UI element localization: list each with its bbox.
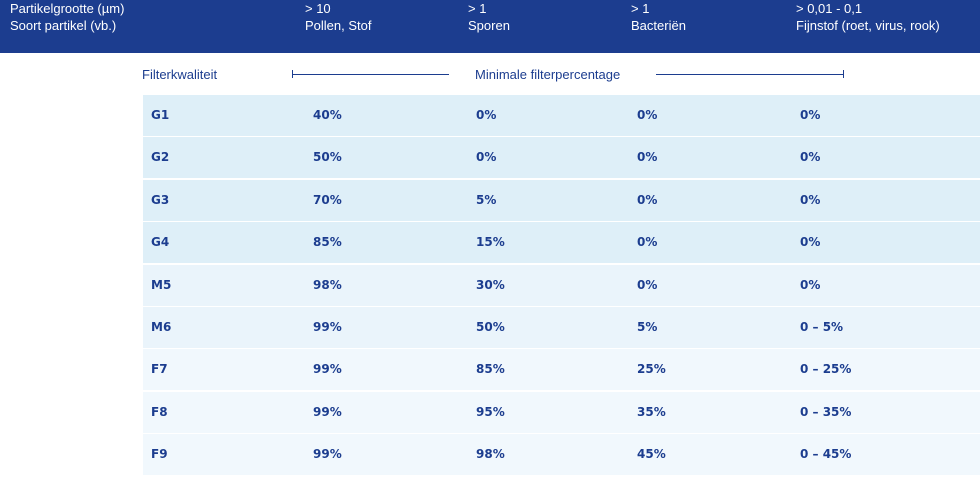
table-row: M5 98% 30% 0% 0% [143,264,980,306]
cell-value: 0% [637,192,658,207]
cell-value: 0 – 45% [800,447,852,462]
table-row: F7 99% 85% 25% 0 – 25% [143,349,980,391]
bracket-right-tick [843,70,844,78]
header-size-value: > 1 [468,1,487,16]
table-row: G2 50% 0% 0% 0% [143,137,980,179]
min-percentage-label: Minimale filterpercentage [475,67,621,82]
cell-value: 98% [476,447,505,462]
cell-value: 99% [313,319,342,334]
cell-value: 5% [476,192,497,207]
cell-value: 0% [476,108,497,122]
cell-value: 85% [313,235,342,250]
table-header: Partikelgrootte (µm) Soort partikel (vb.… [0,0,980,53]
header-type-value: Sporen [468,18,510,33]
table-row: F9 99% 98% 45% 0 – 45% [143,434,980,476]
cell-value: 25% [637,362,666,377]
filter-class: G1 [151,108,170,122]
table-row: M6 99% 50% 5% 0 – 5% [143,306,980,348]
cell-value: 0% [637,277,658,292]
cell-value: 0% [476,150,497,165]
filter-class: F8 [151,404,168,419]
cell-value: 95% [476,404,505,419]
filter-table: G1 40% 0% 0% 0% G2 50% 0% 0% 0% G3 70% 5… [143,95,980,477]
header-col-pollen: > 10 Pollen, Stof [305,0,372,34]
cell-value: 70% [313,192,342,207]
cell-value: 0% [800,192,821,207]
cell-value: 99% [313,447,342,462]
cell-value: 0% [800,150,821,165]
header-size-value: > 10 [305,1,331,16]
header-col-particle: Partikelgrootte (µm) Soort partikel (vb.… [10,0,124,34]
cell-value: 40% [313,108,342,122]
cell-value: 99% [313,362,342,377]
cell-value: 50% [313,150,342,165]
filter-class: M5 [151,277,172,292]
cell-value: 30% [476,277,505,292]
filter-class: M6 [151,319,172,334]
cell-value: 0 – 35% [800,404,852,419]
cell-value: 0% [637,235,658,250]
header-type-value: Fijnstof (roet, virus, rook) [796,18,940,33]
header-size-value: > 1 [631,1,650,16]
filter-class: G2 [151,150,170,165]
filter-class: G4 [151,235,170,250]
filter-class: F7 [151,362,168,377]
cell-value: 0 – 25% [800,362,852,377]
cell-value: 50% [476,319,505,334]
header-col-bacteria: > 1 Bacteriën [631,0,686,34]
cell-value: 0% [800,108,821,122]
cell-value: 0% [800,277,821,292]
cell-value: 15% [476,235,505,250]
subheader: Filterkwaliteit Minimale filterpercentag… [0,53,980,95]
filter-quality-label: Filterkwaliteit [142,67,218,82]
header-col-fine-dust: > 0,01 - 0,1 Fijnstof (roet, virus, rook… [796,0,940,34]
cell-value: 5% [637,319,658,334]
cell-value: 45% [637,447,666,462]
header-type-value: Bacteriën [631,18,686,33]
cell-value: 0% [637,108,658,122]
header-type-value: Pollen, Stof [305,18,372,33]
cell-value: 85% [476,362,505,377]
cell-value: 0% [637,150,658,165]
header-label-size: Partikelgrootte (µm) [10,1,125,16]
table-row: G3 70% 5% 0% 0% [143,179,980,221]
cell-value: 0% [800,235,821,250]
filter-class: F9 [151,447,168,462]
header-label-type: Soort partikel (vb.) [10,18,117,33]
table-row: G4 85% 15% 0% 0% [143,222,980,264]
bracket-left-line [292,74,449,75]
table-row: F8 99% 95% 35% 0 – 35% [143,391,980,433]
header-col-spores: > 1 Sporen [468,0,510,34]
header-size-value: > 0,01 - 0,1 [796,1,863,16]
cell-value: 0 – 5% [800,319,844,334]
table-row: G1 40% 0% 0% 0% [143,95,980,136]
filter-class: G3 [151,192,170,207]
cell-value: 35% [637,404,666,419]
cell-value: 98% [313,277,342,292]
cell-value: 99% [313,404,342,419]
bracket-right-line [656,74,843,75]
